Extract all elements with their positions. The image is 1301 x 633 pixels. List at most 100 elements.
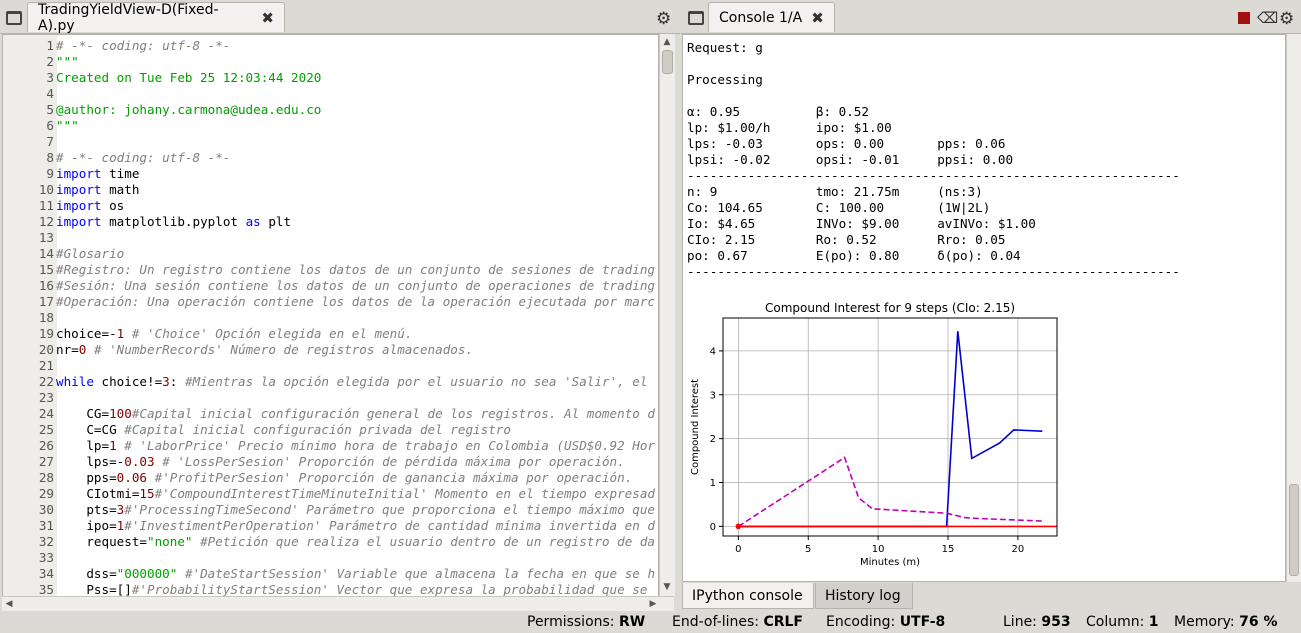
code-text: #Glosario <box>56 246 124 262</box>
console-output-line: n: 9 tmo: 21.75m (ns:3) <box>687 184 983 199</box>
code-line: 20 nr=0 # 'NumberRecords' Número de regis… <box>3 342 658 358</box>
line-number: 8 <box>46 150 54 165</box>
scroll-right-icon[interactable]: ▶ <box>649 599 657 609</box>
code-line: 22 while choice!=3: #Mientras la opción e… <box>3 374 658 390</box>
code-line: 12 import matplotlib.pyplot as plt <box>3 214 658 230</box>
code-text: Pss=[]#'ProbabilityStartSession' Vector … <box>56 582 648 597</box>
status-label: Line: <box>1003 614 1037 630</box>
code-token: Pss=[] <box>56 582 132 597</box>
editor-horizontal-scrollbar[interactable]: ◀ ▶ <box>2 596 674 611</box>
code-text: dss="000000" #'DateStartSession' Variabl… <box>56 566 655 582</box>
code-token: 100 <box>109 406 132 421</box>
code-text: C=CG #Capital inicial configuración priv… <box>56 422 511 438</box>
line-number: 33 <box>38 550 54 565</box>
console-output-line: Co: 104.65 C: 100.00 (1W|2L) <box>687 200 991 215</box>
code-text: CG=100#Capital inicial configuración gen… <box>56 406 655 422</box>
code-line: 25 C=CG #Capital inicial configuración p… <box>3 422 658 438</box>
console-output-line: lpsi: -0.02 opsi: -0.01 ppsi: 0.00 <box>687 152 1014 167</box>
code-token: # -*- coding: utf-8 -*- <box>56 150 231 165</box>
code-token: while <box>56 374 94 389</box>
code-token <box>86 342 94 357</box>
code-token: 0 <box>78 342 87 357</box>
console-vertical-scrollbar[interactable] <box>1286 34 1301 582</box>
browse-tabs-icon[interactable] <box>688 11 704 25</box>
status-label: Encoding: <box>826 614 896 630</box>
scroll-up-icon[interactable]: ▲ <box>663 37 671 47</box>
y-tick-label: 2 <box>710 434 716 445</box>
editor-vertical-scrollbar[interactable]: ▲ ▼ <box>659 34 675 597</box>
code-line: 33 <box>3 550 658 566</box>
status-permissions: Permissions: RW <box>527 614 645 630</box>
line-number: 3 <box>46 70 54 85</box>
code-text: lps=-0.03 # 'LossPerSesion' Proporción d… <box>56 454 625 470</box>
origin-marker <box>735 523 742 530</box>
scrollbar-thumb[interactable] <box>1289 484 1299 576</box>
editor-tab-active[interactable]: TradingYieldView-D(Fixed-A).py ✖ <box>27 2 285 34</box>
status-label: Memory: <box>1174 614 1235 630</box>
eraser-icon[interactable]: ⌫ <box>1257 9 1279 27</box>
scroll-down-icon[interactable]: ▼ <box>663 582 671 592</box>
code-token: #'ProcessingTimeSecond' Parámetro que pr… <box>124 502 656 517</box>
code-token: 0.03 <box>124 454 155 469</box>
code-token: os <box>101 198 125 213</box>
code-line: 35 Pss=[]#'ProbabilityStartSession' Vect… <box>3 582 658 597</box>
code-token: pts= <box>56 502 117 517</box>
code-line: 31 ipo=1#'InvestimentPerOperation' Parám… <box>3 518 658 534</box>
tab-label: IPython console <box>692 587 803 604</box>
status-line: Line: 953 <box>1003 614 1071 630</box>
code-text: #Operación: Una operación contiene los d… <box>56 294 655 310</box>
code-token: 0.06 <box>116 470 148 485</box>
code-token: matplotlib.pyplot <box>101 214 246 229</box>
ipython-console[interactable]: Request: g Processing α: 0.95 β: 0.52 lp: $… <box>682 34 1286 582</box>
code-text: lp=1 # 'LaborPrice' Precio mínimo hora d… <box>56 438 655 454</box>
code-token: 1 <box>116 326 125 341</box>
tab-ipython-console[interactable]: IPython console <box>682 583 814 609</box>
chart-title: Compound Interest for 9 steps (CIo: 2.15… <box>765 301 1015 315</box>
code-editor[interactable]: 1 # -*- coding: utf-8 -*- 2 """ 3 Created on … <box>2 34 659 597</box>
line-number: 10 <box>38 182 54 197</box>
console-output-line: α: 0.95 β: 0.52 <box>687 104 869 119</box>
line-number: 23 <box>38 390 54 405</box>
code-token: #Mientras la opción elegida por el usuar… <box>184 374 648 389</box>
browse-tabs-icon[interactable] <box>6 11 22 25</box>
code-text: import time <box>56 166 139 182</box>
console-output-line: po: 0.67 E(po): 0.80 δ(po): 0.04 <box>687 248 1021 263</box>
y-tick-label: 0 <box>710 522 716 533</box>
code-line: 4 <box>3 86 658 102</box>
code-token: import <box>56 182 102 197</box>
close-icon[interactable]: ✖ <box>261 8 274 27</box>
code-text: @author: johany.carmona@udea.edu.co <box>56 102 321 118</box>
code-token <box>193 534 201 549</box>
code-token: "000000" <box>116 566 178 581</box>
code-token: # 'LossPerSesion' Proporción de pérdida … <box>162 454 625 469</box>
line-number: 34 <box>38 566 54 581</box>
console-output-line: Request: g <box>687 40 763 55</box>
gear-icon[interactable]: ⚙ <box>656 9 672 29</box>
status-value: UTF-8 <box>899 614 946 630</box>
x-axis-label: Minutes (m) <box>860 557 920 568</box>
code-line: 6 """ <box>3 118 658 134</box>
tab-history-log[interactable]: History log <box>815 583 913 609</box>
code-line: 24 CG=100#Capital inicial configuración … <box>3 406 658 422</box>
close-icon[interactable]: ✖ <box>811 8 824 27</box>
code-line: 18 <box>3 310 658 326</box>
stop-icon[interactable] <box>1238 12 1250 24</box>
line-number: 6 <box>46 118 54 133</box>
status-label: End-of-lines: <box>672 614 759 630</box>
code-token: 1 <box>116 518 125 533</box>
scrollbar-thumb[interactable] <box>662 50 673 74</box>
code-token: #'ProbabilityStartSession' Vector que ex… <box>131 582 648 597</box>
console-tab-active[interactable]: Console 1/A ✖ <box>708 2 835 32</box>
code-text: Created on Tue Feb 25 12:03:44 2020 <box>56 70 321 86</box>
code-token: 15 <box>139 486 155 501</box>
code-line: 13 <box>3 230 658 246</box>
code-token: #'InvestimentPerOperation' Parámetro de … <box>124 518 656 533</box>
scroll-left-icon[interactable]: ◀ <box>5 599 13 609</box>
code-line: 11 import os <box>3 198 658 214</box>
code-token: #Capital inicial configuración general d… <box>131 406 655 421</box>
code-token: 3 <box>116 502 125 517</box>
status-value: 76 % <box>1239 614 1278 630</box>
code-token: import <box>56 198 102 213</box>
console-output-line: lp: $1.00/h ipo: $1.00 <box>687 120 892 135</box>
gear-icon[interactable]: ⚙ <box>1279 9 1295 29</box>
